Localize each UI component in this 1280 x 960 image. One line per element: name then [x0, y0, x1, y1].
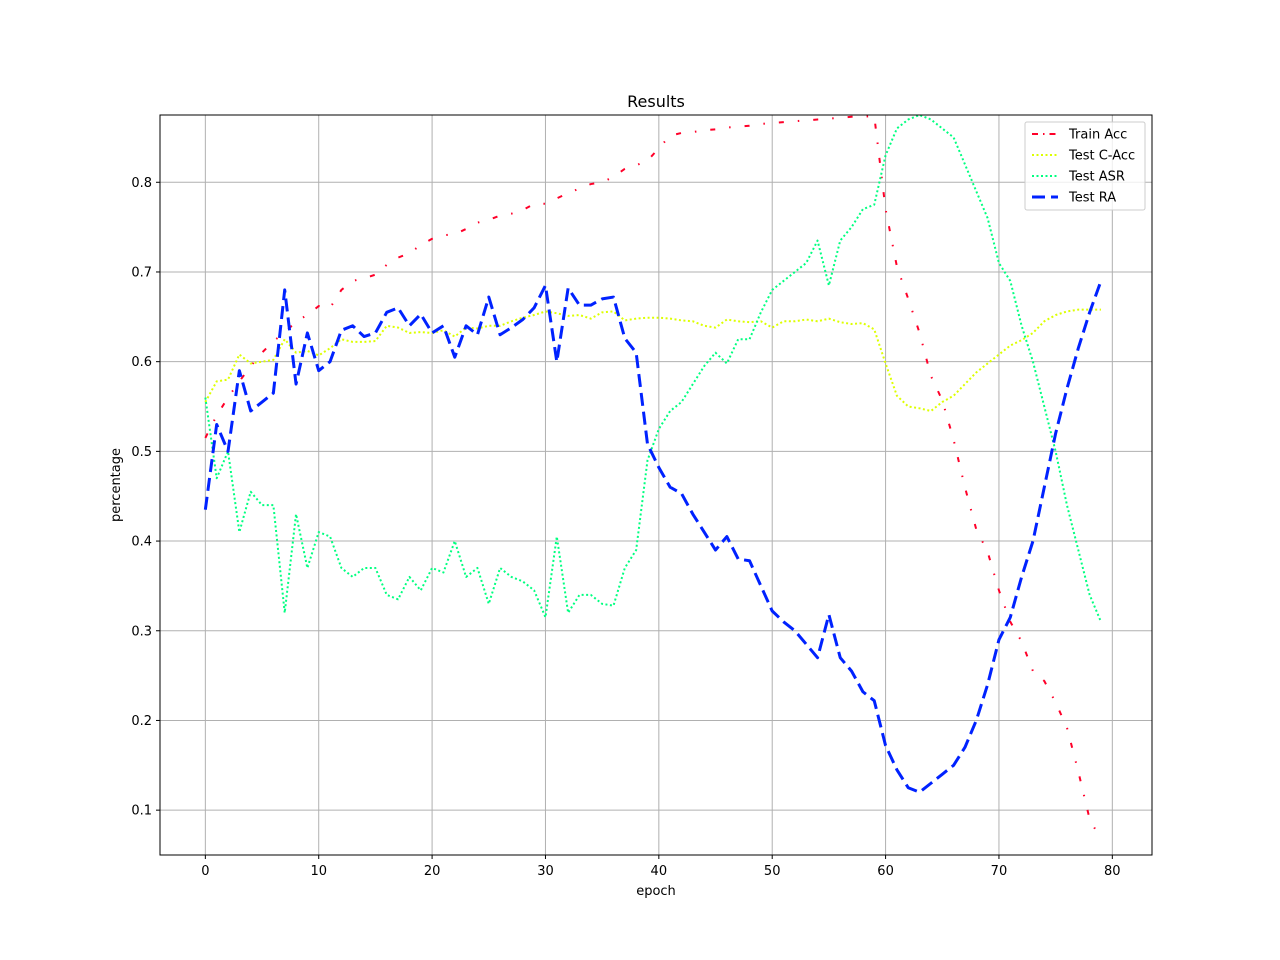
x-tick-label: 50 — [764, 864, 781, 879]
legend-label-test-c-acc: Test C-Acc — [1068, 149, 1135, 164]
y-tick-label: 0.2 — [131, 714, 152, 729]
x-tick-label: 20 — [424, 864, 441, 879]
x-tick-label: 40 — [651, 864, 668, 879]
series-line-test-c-acc — [204, 308, 1101, 412]
legend-label-test-ra: Test RA — [1068, 191, 1116, 206]
legend-label-test-asr: Test ASR — [1068, 170, 1125, 185]
y-tick-label: 0.4 — [131, 535, 152, 550]
y-tick-label: 0.8 — [131, 176, 152, 191]
legend-box — [1024, 121, 1146, 211]
x-tick-label: 10 — [310, 864, 327, 879]
series-line-test-ra — [203, 280, 1103, 794]
y-tick-label: 0.7 — [131, 265, 152, 280]
x-tick-label: 30 — [537, 864, 554, 879]
y-axis-label: percentage — [109, 448, 124, 522]
y-tick-label: 0.3 — [131, 624, 152, 639]
series-line-test-asr — [204, 114, 1102, 623]
chart-title: Results — [627, 92, 685, 111]
y-tick-label: 0.5 — [131, 445, 152, 460]
x-axis-label: epoch — [636, 884, 676, 899]
y-tick-label: 0.1 — [131, 804, 152, 819]
x-tick-label: 60 — [877, 864, 894, 879]
series-line-train-acc — [204, 114, 1102, 841]
y-tick-label: 0.6 — [131, 355, 152, 370]
x-tick-label: 70 — [991, 864, 1008, 879]
x-tick-label: 80 — [1104, 864, 1121, 879]
plot-frame — [159, 114, 1153, 856]
axis-ticks: 0 10 20 30 40 50 60 70 80 0.1 0.2 0.3 0.4 0.5 0.6 0.7 0.… — [131, 176, 1120, 879]
legend-label-train-acc: Train Acc — [1068, 128, 1127, 143]
legend: Train Acc Test C-Acc Test ASR Test RA — [1024, 121, 1146, 211]
x-tick-label: 0 — [201, 864, 209, 879]
plot-lines — [203, 114, 1103, 841]
